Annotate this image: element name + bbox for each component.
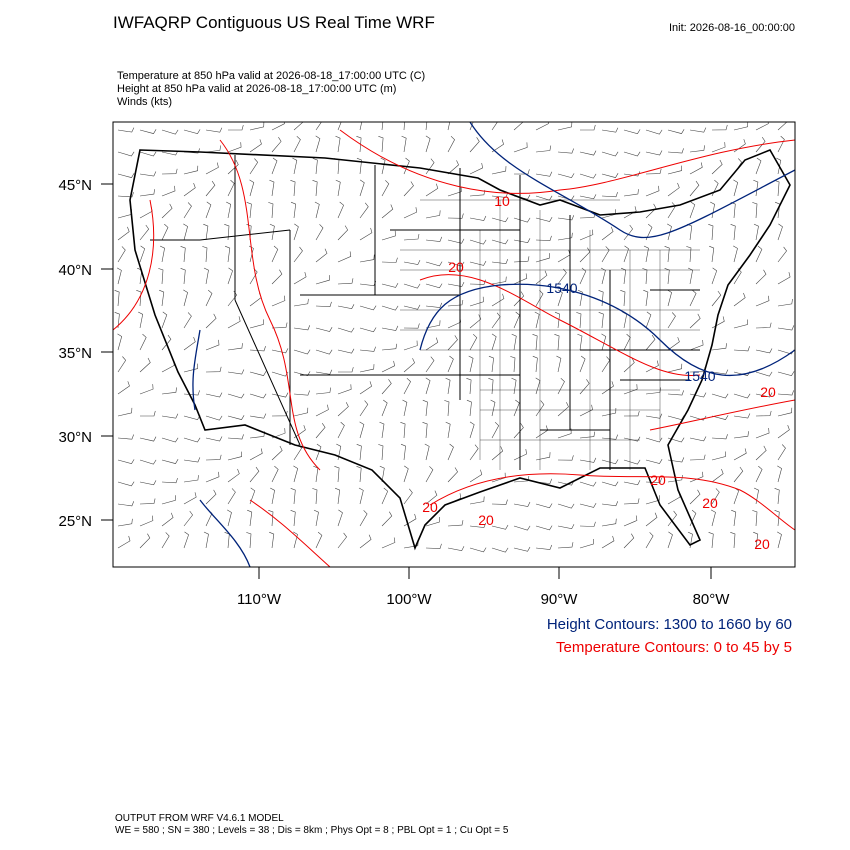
footer-line: WE = 580 ; SN = 380 ; Levels = 38 ; Dis …: [115, 825, 509, 836]
lat-label: 35°N: [58, 345, 92, 362]
field-label: Temperature at 850 hPa valid at 2026-08-…: [117, 70, 425, 82]
contour-label: 20: [650, 472, 666, 488]
contour-label: 20: [448, 259, 464, 275]
lon-label: 80°W: [693, 591, 731, 608]
contour-labels: 10 20 1540 1540 20 20 20 20 20 20: [422, 193, 776, 552]
lon-label: 90°W: [541, 591, 579, 608]
lat-label: 40°N: [58, 262, 92, 279]
field-label: Height at 850 hPa valid at 2026-08-18_17…: [117, 83, 396, 95]
contour-label: 10: [494, 193, 510, 209]
contour-label: 20: [422, 499, 438, 515]
title: IWFAQRP Contiguous US Real Time WRF: [113, 13, 435, 32]
lat-label: 30°N: [58, 429, 92, 446]
contour-label: 20: [760, 384, 776, 400]
legend-height: Height Contours: 1300 to 1660 by 60: [547, 616, 792, 633]
footer-line: OUTPUT FROM WRF V4.6.1 MODEL: [115, 813, 284, 824]
lat-label: 25°N: [58, 513, 92, 530]
county-lines: [400, 199, 700, 470]
init-time: Init: 2026-08-16_00:00:00: [669, 22, 795, 34]
temperature-contour: [113, 129, 795, 567]
map: 10 20 1540 1540 20 20 20 20 20 20 45°N 40°N 35°N 30°…: [58, 121, 796, 608]
contour-label: 20: [754, 536, 770, 552]
axis-ticks: 45°N 40°N 35°N 30°N 25°N 110°W 100°W 90°W 80°W: [58, 177, 730, 608]
lon-label: 110°W: [237, 591, 282, 608]
lon-label: 100°W: [386, 591, 432, 608]
wind-barb-field: [114, 122, 795, 553]
field-label: Winds (kts): [117, 96, 172, 108]
legend-temperature: Temperature Contours: 0 to 45 by 5: [556, 639, 792, 656]
contour-label: 1540: [684, 368, 715, 384]
contour-label: 20: [702, 495, 718, 511]
state-lines: [150, 155, 700, 470]
lat-label: 45°N: [58, 177, 92, 194]
contour-label: 1540: [546, 280, 577, 296]
map-frame: [112, 121, 796, 568]
wind-barbs: [114, 122, 795, 553]
contour-label: 20: [478, 512, 494, 528]
height-contour: [192, 122, 795, 567]
